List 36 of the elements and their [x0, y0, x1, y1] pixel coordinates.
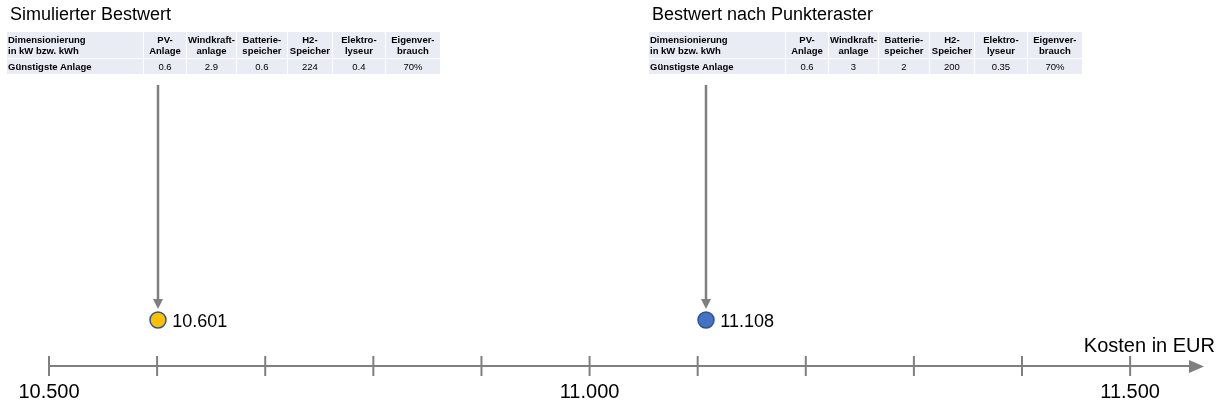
text: Bestwert nach Punkteraster [652, 4, 875, 25]
text: 11.500 [1100, 379, 1160, 402]
data-label: 10.601 [172, 310, 228, 331]
text: 3 [829, 59, 878, 74]
text: H2- Speicher [287, 32, 332, 58]
text: Günstigste Anlage [649, 59, 785, 74]
text: Eigenver- brauch [1027, 32, 1082, 58]
text: 0.4 [332, 59, 385, 74]
text: Dimensionierung in kW bzw. kWh [649, 32, 785, 58]
text: 0.6 [786, 59, 828, 74]
text: 0.6 [144, 59, 186, 74]
text: PV- Anlage [144, 32, 186, 58]
text: 0.6 [236, 59, 287, 74]
text: Elektro- lyseur [332, 32, 385, 58]
text: Batterie- speicher [878, 32, 929, 58]
text: Günstigste Anlage [7, 59, 143, 74]
text: Batterie- speicher [236, 32, 287, 58]
text: 70% [1027, 59, 1082, 74]
text: 0.35 [974, 59, 1027, 74]
text: Dimensionierung in kW bzw. kWh [7, 32, 143, 58]
text: Simulierter Bestwert [10, 4, 173, 25]
text: Kosten in EUR [1083, 333, 1215, 356]
text: Windkraft- anlage [829, 32, 878, 58]
data-label: 11.108 [720, 310, 775, 331]
text: 2.9 [187, 59, 236, 74]
text: H2- Speicher [929, 32, 974, 58]
text: Eigenver- brauch [385, 32, 440, 58]
text: 10.500 [18, 379, 80, 402]
text: 11.000 [559, 379, 620, 402]
text: 2 [878, 59, 929, 74]
text: 200 [929, 59, 974, 74]
text: 224 [287, 59, 332, 74]
text: PV- Anlage [786, 32, 828, 58]
text: Elektro- lyseur [974, 32, 1027, 58]
text: Windkraft- anlage [187, 32, 236, 58]
text: 70% [385, 59, 440, 74]
